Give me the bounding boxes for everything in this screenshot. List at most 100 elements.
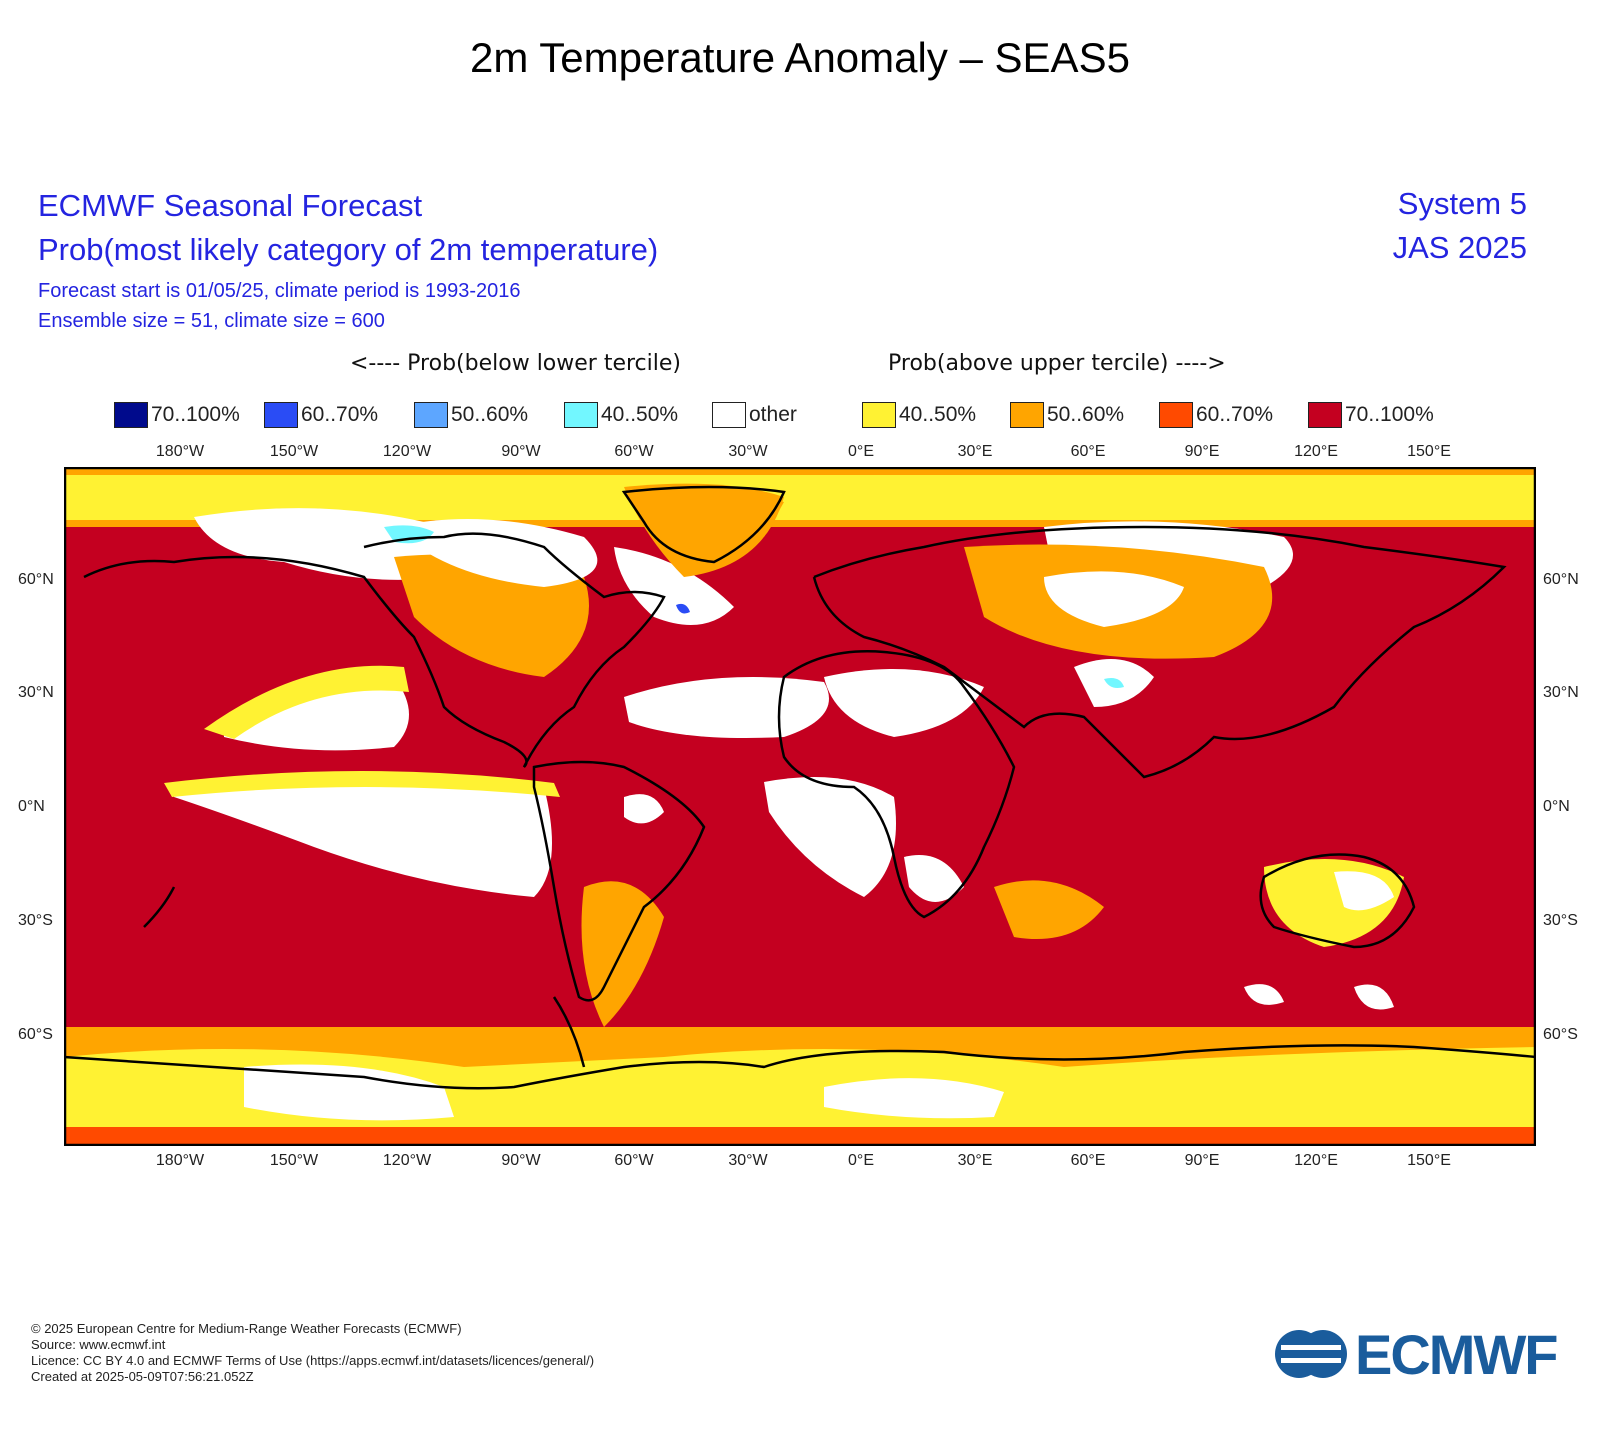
legend-swatch [564,402,598,428]
lon-tick-label: 180°W [155,443,205,460]
south-ocean-white-1 [1244,984,1284,1005]
antarctic-yellow [64,1047,1536,1146]
lon-tick-label: 90°W [501,443,541,460]
indian-ocean-orange [994,880,1104,939]
legend-swatch [1010,402,1044,428]
lon-tick-label: 150°E [1407,443,1451,460]
australia-white-inner [1334,871,1394,911]
lon-tick-label: 0°E [848,443,874,460]
ecmwf-logo-icon [1275,1330,1347,1378]
legend-swatch [712,402,746,428]
lat-tick-label: 30°N [1543,684,1579,701]
lon-tick-label: 30°E [957,1152,993,1169]
lon-tick-label: 60°W [614,1152,654,1169]
africa-south-white [904,855,964,902]
legend-label: 50..60% [451,403,529,426]
legend-label: 60..70% [301,403,379,426]
lat-tick-label: 0°N [18,798,45,815]
system-label: System 5 [1397,186,1527,221]
greenland-orange [624,483,784,577]
legend-item: 60..70% [1159,400,1273,430]
forecast-title: ECMWF Seasonal Forecast [38,188,423,223]
asia-white [1044,571,1184,627]
australia-coast [1259,853,1416,949]
eurasia-coast [812,525,1507,779]
south-ocean-white-2 [1354,984,1394,1010]
lon-tick-label: 30°W [728,1152,768,1169]
map-frame [64,467,1536,1146]
lon-tick-label: 60°W [614,443,654,460]
lon-tick-label: 90°E [1184,443,1220,460]
lon-tick-label: 30°E [957,443,993,460]
antarctic-edge [64,1127,1536,1146]
legend-label: other [749,403,797,426]
greenland-coast [621,485,786,564]
lat-tick-label: 0°N [1543,798,1570,815]
legend-swatch [1159,402,1193,428]
north-america-coast [83,532,666,768]
new-zealand [143,886,176,928]
legend-label: 40..50% [899,403,977,426]
period-label: JAS 2025 [1392,230,1527,265]
pacific-white-eq [174,776,552,897]
lon-tick-label: 120°W [382,443,432,460]
north-atlantic-blue [676,603,690,614]
legend-swatch [1308,402,1342,428]
legend-label: 70..100% [1345,403,1434,426]
pacific-white-ne [224,675,409,751]
lon-tick-label: 120°E [1294,1152,1338,1169]
lon-tick-label: 120°E [1294,443,1338,460]
legend-item: 40..50% [564,400,678,430]
legend-item: 70..100% [1308,400,1434,430]
lat-tick-label: 60°S [18,1026,53,1043]
legend-label: 60..70% [1196,403,1274,426]
north-atlantic-white [614,547,734,625]
lat-tick-label: 30°S [18,912,53,929]
legend-label: 70..100% [151,403,240,426]
licence-text: Licence: CC BY 4.0 and ECMWF Terms of Us… [31,1353,595,1368]
legend-swatch [862,402,896,428]
lon-tick-label: 150°W [269,1152,319,1169]
lon-tick-label: 60°E [1070,1152,1106,1169]
lon-tick-label: 60°E [1070,443,1106,460]
lat-tick-label: 30°S [1543,912,1578,929]
atlantic-white-n [624,677,829,738]
lon-tick-label: 150°W [269,443,319,460]
legend-item: 60..70% [264,400,378,430]
created-timestamp: Created at 2025-05-09T07:56:21.052Z [31,1369,254,1384]
legend-label: 40..50% [601,403,679,426]
legend-swatch [114,402,148,428]
atlantic-white-s [764,777,896,897]
lon-tick-label: 0°E [848,1152,874,1169]
lon-tick-label: 120°W [382,1152,432,1169]
africa-coast [777,650,1016,919]
lon-tick-label: 30°W [728,443,768,460]
lat-tick-label: 60°S [1543,1026,1578,1043]
lat-tick-label: 60°N [18,571,54,588]
antarctic-white [244,1064,454,1121]
legend-label: 50..60% [1047,403,1125,426]
tibet-cyan [1104,678,1124,688]
copyright-text: © 2025 European Centre for Medium-Range … [31,1321,462,1336]
below-tercile-label: <---- Prob(below lower tercile) [350,351,681,376]
lat-tick-label: 30°N [18,684,54,701]
above-tercile-label: Prob(above upper tercile) ----> [888,351,1226,376]
source-link[interactable]: Source: www.ecmwf.int [31,1337,166,1352]
legend-item: 40..50% [862,400,976,430]
antarctica-coast [64,1044,1536,1090]
color-legend: 70..100% 60..70% 50..60% 40..50% other 40..50… [114,400,1514,430]
amazon-white [624,794,664,824]
antarctic-peninsula [552,996,586,1068]
ecmwf-logo-text: ECMWF [1355,1322,1559,1386]
coastlines [64,485,1536,1090]
legend-swatch [264,402,298,428]
pacific-yellow-eq-edge [164,771,560,797]
world-anomaly-map [64,467,1536,1146]
legend-item: 50..60% [1010,400,1124,430]
ecmwf-logo[interactable]: ECMWF [1273,1323,1559,1386]
south-america-coast [532,760,706,1002]
forecast-subtitle: Prob(most likely category of 2m temperat… [38,232,659,267]
lon-tick-label: 180°W [155,1152,205,1169]
lat-tick-label: 60°N [1543,571,1579,588]
pacific-yellow-ne [204,665,409,739]
